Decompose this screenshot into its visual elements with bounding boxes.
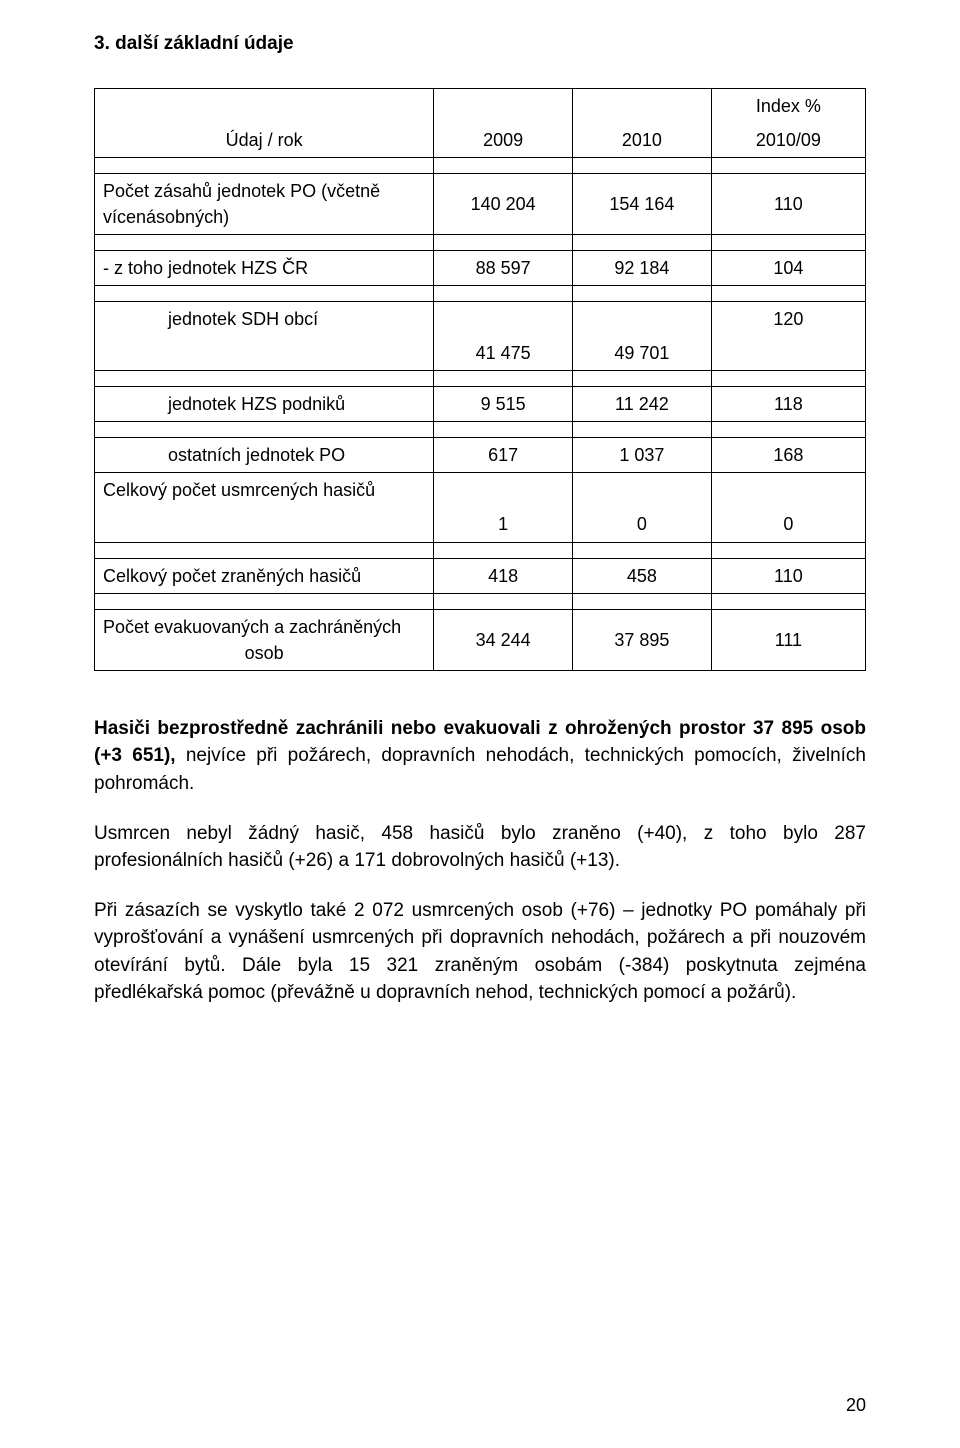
row-val [573, 473, 712, 508]
row-val: 110 [711, 558, 865, 593]
row-val: 49 701 [573, 336, 712, 371]
row-val: 1 [434, 507, 573, 542]
row-val [711, 473, 865, 508]
row-val: 1 037 [573, 438, 712, 473]
row-val: 104 [711, 250, 865, 285]
table-row: - z toho jednotek HZS ČR 88 597 92 184 1… [95, 250, 866, 285]
row-val: 37 895 [573, 609, 712, 670]
row-val: 111 [711, 609, 865, 670]
row-val: 92 184 [573, 250, 712, 285]
row-val: 88 597 [434, 250, 573, 285]
row-label: Celkový počet zraněných hasičů [95, 558, 434, 593]
row-val: 9 515 [434, 387, 573, 422]
row-label: Počet evakuovaných a zachráněných osob [95, 609, 434, 670]
row-val: 0 [573, 507, 712, 542]
row-val [573, 302, 712, 337]
row-label: Počet zásahů jednotek PO (včetně vícenás… [95, 173, 434, 234]
row-val [434, 473, 573, 508]
body-text: Hasiči bezprostředně zachránili nebo eva… [94, 715, 866, 1007]
page-number: 20 [846, 1392, 866, 1418]
table-header-row: Údaj / rok 2009 2010 Index % [95, 88, 866, 123]
table-row: Počet zásahů jednotek PO (včetně vícenás… [95, 173, 866, 234]
row-label: ostatních jednotek PO [95, 438, 434, 473]
row-val: 617 [434, 438, 573, 473]
table-gap [95, 234, 866, 250]
row-label [95, 507, 434, 542]
row-val: 0 [711, 507, 865, 542]
table-gap [95, 371, 866, 387]
header-col2: 2010 [573, 88, 712, 157]
row-val: 120 [711, 302, 865, 371]
header-label: Údaj / rok [95, 88, 434, 157]
row-val: 11 242 [573, 387, 712, 422]
row-label: jednotek SDH obcí [95, 302, 434, 337]
table-gap [95, 157, 866, 173]
table-gap [95, 593, 866, 609]
row-val: 110 [711, 173, 865, 234]
table-row: Počet evakuovaných a zachráněných osob 3… [95, 609, 866, 670]
header-col3-top: Index % [711, 88, 865, 123]
table-gap [95, 542, 866, 558]
row-val: 458 [573, 558, 712, 593]
paragraph: Hasiči bezprostředně zachránili nebo eva… [94, 715, 866, 798]
row-val: 34 244 [434, 609, 573, 670]
row-label [95, 336, 434, 371]
row-val: 154 164 [573, 173, 712, 234]
table-gap [95, 422, 866, 438]
row-label: - z toho jednotek HZS ČR [95, 250, 434, 285]
table-row: jednotek SDH obcí 120 [95, 302, 866, 337]
table-row: Celkový počet zraněných hasičů 418 458 1… [95, 558, 866, 593]
header-col1: 2009 [434, 88, 573, 157]
table-row: 1 0 0 [95, 507, 866, 542]
table-gap [95, 286, 866, 302]
row-val: 41 475 [434, 336, 573, 371]
table-row: Celkový počet usmrcených hasičů [95, 473, 866, 508]
header-col3-bot: 2010/09 [711, 123, 865, 158]
paragraph: Usmrcen nebyl žádný hasič, 458 hasičů by… [94, 820, 866, 875]
table-row: ostatních jednotek PO 617 1 037 168 [95, 438, 866, 473]
row-val: 118 [711, 387, 865, 422]
paragraph: Při zásazích se vyskytlo také 2 072 usmr… [94, 897, 866, 1007]
section-heading: 3. další základní údaje [94, 30, 866, 58]
data-table: Údaj / rok 2009 2010 Index % 2010/09 Poč… [94, 88, 866, 671]
row-val: 418 [434, 558, 573, 593]
row-label: jednotek HZS podniků [95, 387, 434, 422]
page: 3. další základní údaje Údaj / rok 2009 … [0, 0, 960, 1448]
row-label: Celkový počet usmrcených hasičů [95, 473, 434, 508]
table-row: jednotek HZS podniků 9 515 11 242 118 [95, 387, 866, 422]
row-val [434, 302, 573, 337]
row-val: 168 [711, 438, 865, 473]
row-val: 140 204 [434, 173, 573, 234]
